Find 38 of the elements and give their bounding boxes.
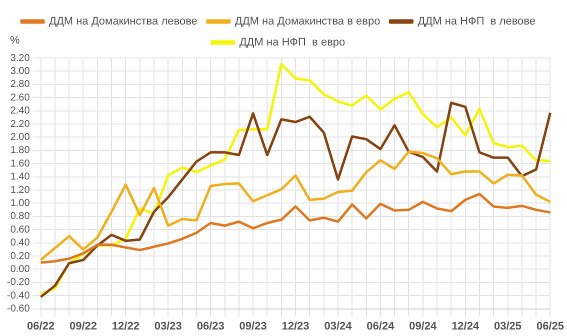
y-tick-label: 0.80 — [10, 211, 30, 222]
x-tick-label: 03/23 — [154, 320, 182, 332]
y-axis-title: % — [10, 34, 20, 47]
y-tick-label: -0.40 — [6, 290, 30, 302]
legend-label: ДДМ на НФП в евро — [239, 36, 346, 49]
x-tick-label: 09/24 — [409, 320, 438, 332]
y-tick-label: 3.20 — [10, 52, 30, 64]
x-tick-label: 03/24 — [324, 320, 353, 332]
y-tick-label: -0.20 — [6, 277, 30, 288]
y-tick-label: 1.20 — [10, 184, 30, 196]
y-tick-label: 2.60 — [10, 92, 30, 104]
y-tick-label: 2.40 — [10, 106, 30, 117]
x-tick-label: 06/23 — [196, 320, 224, 332]
y-tick-label: 0.00 — [10, 264, 30, 275]
x-tick-label: 12/23 — [282, 320, 310, 332]
x-tick-label: 12/24 — [452, 320, 480, 332]
x-tick-label: 09/23 — [239, 320, 267, 332]
y-tick-label: 2.00 — [10, 132, 30, 143]
y-tick-label: 3.00 — [10, 66, 30, 77]
y-tick-label: 2.80 — [10, 79, 30, 90]
y-tick-label: 0.20 — [10, 250, 30, 262]
x-tick-label: 06/25 — [536, 320, 564, 332]
y-tick-label: 1.40 — [10, 172, 30, 183]
x-tick-label: 06/24 — [366, 320, 396, 332]
y-tick-label: 0.40 — [10, 238, 30, 249]
y-tick-label: 1.00 — [10, 198, 30, 209]
legend-label: ДДМ на Домакинства левове — [48, 16, 198, 28]
y-tick-label: 1.80 — [10, 145, 30, 156]
y-tick-label: -0.60 — [6, 304, 30, 315]
legend-label: ДДМ на НФП в левове — [418, 16, 536, 28]
y-tick-label: 2.20 — [10, 118, 30, 130]
y-tick-label: 0.60 — [10, 224, 30, 236]
y-tick-label: 1.60 — [10, 158, 30, 170]
x-tick-label: 12/22 — [112, 320, 140, 332]
x-tick-label: 06/22 — [27, 320, 55, 332]
x-tick-label: 03/25 — [494, 320, 522, 332]
x-tick-label: 09/22 — [69, 320, 98, 332]
legend-label: ДДМ на Домакинства в евро — [234, 16, 380, 28]
